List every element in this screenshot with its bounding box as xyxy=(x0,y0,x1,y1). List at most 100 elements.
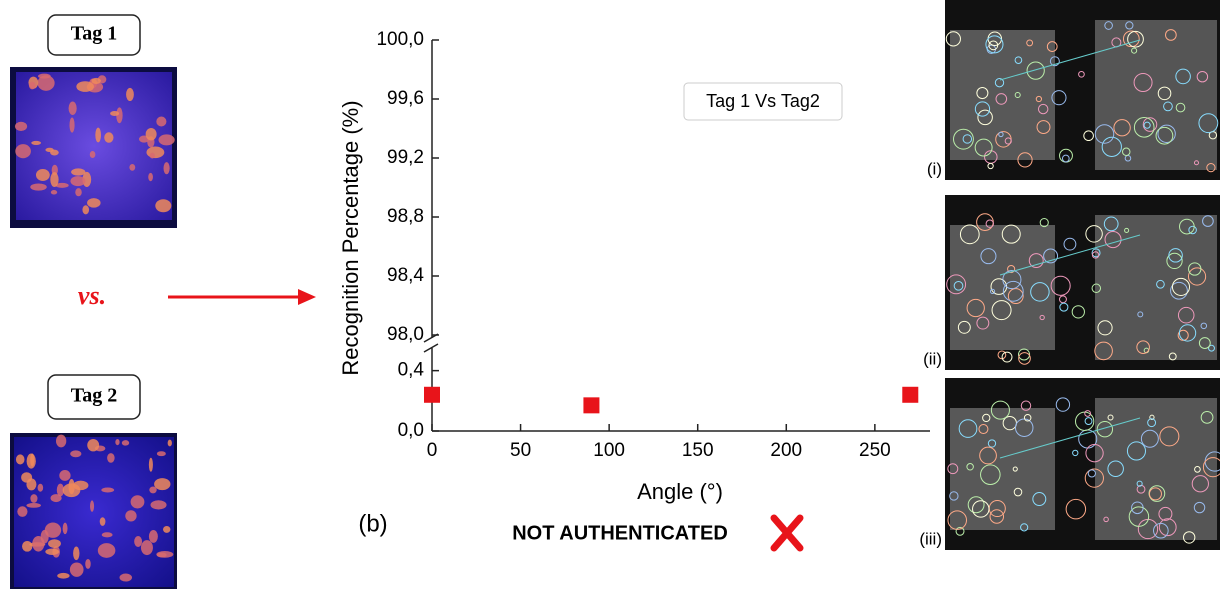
particle xyxy=(36,169,50,181)
particle xyxy=(30,454,34,467)
particle xyxy=(164,162,170,174)
particle xyxy=(107,453,115,463)
tag-gray xyxy=(1095,20,1217,170)
cross-icon xyxy=(774,518,800,548)
particle xyxy=(146,147,164,159)
particle xyxy=(91,78,100,84)
particle xyxy=(71,168,85,175)
particle xyxy=(104,132,113,142)
x-tick-label: 100 xyxy=(593,440,625,461)
point xyxy=(583,397,599,413)
x-tick-label: 50 xyxy=(510,440,531,461)
particle xyxy=(15,122,27,131)
figure: Tag 1 Tag 2 vs. Tag 1 Vs Tag2 Recognitio… xyxy=(0,0,1220,589)
particle xyxy=(157,451,166,456)
chart: Tag 1 Vs Tag2 Recognition Percentage (%)… xyxy=(338,29,930,548)
particle xyxy=(45,549,59,555)
vs-label: vs. xyxy=(78,281,106,310)
particle xyxy=(134,536,142,547)
y-tick-label: 0,4 xyxy=(398,360,425,381)
particle xyxy=(75,188,81,196)
arrow-head xyxy=(298,289,316,305)
particle xyxy=(29,82,36,90)
tag-gray xyxy=(1095,398,1217,540)
tag-label: Tag 2 xyxy=(71,385,118,407)
particle xyxy=(146,128,157,140)
tag-label: Tag 1 xyxy=(71,23,118,45)
particle xyxy=(69,101,77,114)
y-tick-label: 0,0 xyxy=(398,420,424,441)
particle xyxy=(100,517,106,526)
y-tick-label: 99,6 xyxy=(387,88,424,109)
particle xyxy=(51,190,57,194)
particle xyxy=(156,117,166,127)
particle xyxy=(21,472,32,482)
particle xyxy=(38,74,51,79)
particle xyxy=(95,128,101,143)
particle xyxy=(57,573,69,579)
particle xyxy=(69,117,74,132)
particle xyxy=(115,439,119,445)
particle xyxy=(148,173,153,181)
particle xyxy=(15,144,31,158)
particle xyxy=(150,500,166,509)
particle xyxy=(150,153,155,159)
particle xyxy=(63,523,68,535)
particle xyxy=(87,439,99,451)
particle xyxy=(90,151,96,158)
particle xyxy=(158,134,174,145)
particle xyxy=(48,539,61,548)
y-tick-label: 99,2 xyxy=(387,147,424,168)
x-tick-label: 150 xyxy=(682,440,714,461)
particle xyxy=(82,205,89,214)
y-tick-label: 98,0 xyxy=(387,324,424,345)
verdict: NOT AUTHENTICATED xyxy=(512,522,728,544)
panel-label: (b) xyxy=(358,510,387,537)
y-axis-title: Recognition Percentage (%) xyxy=(338,100,363,375)
particle xyxy=(26,503,41,508)
point xyxy=(902,387,918,403)
x-axis-title: Angle (°) xyxy=(637,479,723,504)
particle xyxy=(155,199,171,212)
particle xyxy=(149,458,153,472)
particle xyxy=(129,164,135,171)
particle xyxy=(50,172,58,187)
image-label: (iii) xyxy=(919,529,942,548)
annotation: Tag 1 Vs Tag2 xyxy=(706,91,820,111)
particle xyxy=(102,532,113,537)
x-tick-label: 200 xyxy=(770,440,802,461)
y-tick-label: 100,0 xyxy=(376,29,424,50)
x-tick-label: 0 xyxy=(427,440,438,461)
particle xyxy=(56,435,66,448)
particle xyxy=(90,500,94,511)
particle xyxy=(110,111,119,116)
point xyxy=(424,387,440,403)
particle xyxy=(45,148,53,152)
particle xyxy=(76,81,94,92)
particle xyxy=(70,562,84,576)
particle xyxy=(30,494,37,503)
particle xyxy=(73,481,88,491)
particle xyxy=(126,88,134,101)
particle xyxy=(122,440,129,445)
particle xyxy=(41,530,49,544)
particle xyxy=(70,450,81,457)
particle xyxy=(119,574,132,582)
particle xyxy=(31,141,41,145)
particle xyxy=(73,547,79,561)
x-tick-label: 250 xyxy=(859,440,891,461)
particle xyxy=(16,454,25,464)
match-images: (i)(ii)(iii) xyxy=(919,0,1220,550)
particle xyxy=(87,198,100,208)
tag-gray xyxy=(950,30,1055,160)
image-label: (i) xyxy=(927,159,942,178)
particle xyxy=(70,176,85,186)
particle xyxy=(163,526,170,533)
tag-gray xyxy=(950,408,1055,530)
particle xyxy=(168,440,172,447)
particle xyxy=(59,470,70,481)
particle xyxy=(30,183,47,190)
particle xyxy=(125,510,136,521)
particle xyxy=(149,530,158,543)
tag-gray xyxy=(1095,215,1217,360)
